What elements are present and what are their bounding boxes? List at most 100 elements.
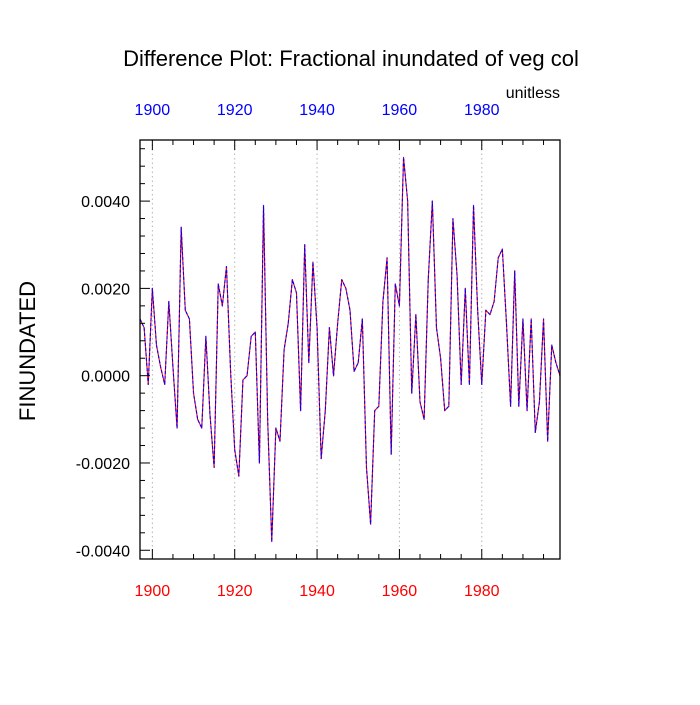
data-point bbox=[250, 335, 252, 338]
data-point bbox=[369, 523, 372, 525]
data-point bbox=[262, 204, 265, 207]
data-point bbox=[349, 309, 351, 311]
data-point bbox=[275, 427, 277, 429]
data-point bbox=[213, 466, 215, 468]
data-point bbox=[328, 327, 331, 329]
data-point bbox=[316, 327, 318, 329]
data-point bbox=[456, 274, 458, 276]
axis-tick-labels: 1900 1900 1920 1920 1940 1940 1960 1960 1980 1980… bbox=[76, 102, 500, 600]
data-point bbox=[229, 370, 232, 372]
plot-frame bbox=[139, 139, 561, 560]
data-point bbox=[489, 313, 491, 316]
x-tick-label-top: 1900 bbox=[135, 102, 171, 119]
y-tick-label: -0.0020 bbox=[76, 456, 130, 473]
data-series bbox=[139, 156, 561, 543]
y-tick-label: 0.0000 bbox=[81, 369, 130, 386]
data-point bbox=[497, 257, 499, 259]
data-point bbox=[209, 414, 211, 416]
data-point bbox=[398, 305, 401, 307]
data-point bbox=[143, 327, 145, 329]
data-point bbox=[164, 383, 166, 386]
data-point bbox=[452, 217, 454, 220]
axis-ticks bbox=[140, 140, 545, 559]
data-point bbox=[225, 265, 228, 268]
data-point bbox=[337, 322, 339, 324]
data-point bbox=[448, 405, 450, 407]
data-point bbox=[180, 226, 182, 228]
data-point bbox=[192, 392, 195, 394]
data-point bbox=[374, 410, 376, 412]
data-point bbox=[423, 418, 425, 420]
x-tick-label-bottom: 1940 bbox=[299, 583, 335, 600]
data-point bbox=[147, 383, 149, 386]
data-point bbox=[238, 475, 240, 477]
data-point bbox=[217, 283, 219, 285]
y-axis-label: FINUNDATED bbox=[15, 281, 40, 421]
data-point bbox=[155, 344, 158, 346]
data-point bbox=[295, 292, 298, 294]
data-point bbox=[159, 366, 162, 368]
data-point bbox=[357, 361, 359, 364]
data-point bbox=[197, 418, 199, 420]
x-tick-label-bottom: 1960 bbox=[382, 583, 418, 600]
data-point bbox=[312, 261, 314, 263]
data-point bbox=[188, 318, 191, 320]
data-point bbox=[419, 401, 421, 403]
units-label: unitless bbox=[506, 85, 560, 102]
data-point bbox=[468, 383, 471, 386]
data-point bbox=[299, 410, 302, 412]
data-point bbox=[493, 300, 495, 303]
data-point bbox=[431, 200, 433, 202]
data-point bbox=[472, 204, 475, 207]
data-point bbox=[176, 427, 178, 429]
data-point bbox=[168, 300, 170, 303]
data-point bbox=[332, 375, 335, 377]
data-point bbox=[271, 540, 273, 543]
data-point bbox=[481, 383, 483, 386]
data-point bbox=[378, 405, 380, 407]
data-point bbox=[415, 313, 417, 316]
data-point bbox=[547, 440, 549, 442]
x-tick-label-bottom: 1980 bbox=[464, 583, 500, 600]
data-point bbox=[444, 410, 446, 412]
data-point bbox=[291, 279, 293, 281]
data-point bbox=[205, 335, 207, 338]
data-point bbox=[464, 287, 466, 289]
data-point bbox=[361, 318, 363, 320]
data-point bbox=[184, 309, 186, 311]
data-point bbox=[365, 466, 368, 468]
data-point bbox=[324, 410, 326, 412]
y-tick-label: 0.0040 bbox=[81, 194, 130, 211]
data-point bbox=[382, 300, 384, 303]
data-point bbox=[341, 279, 343, 281]
data-point bbox=[402, 156, 405, 159]
data-point bbox=[234, 449, 236, 451]
y-tick-label: 0.0020 bbox=[81, 281, 130, 298]
data-point bbox=[246, 375, 248, 377]
data-point bbox=[267, 418, 269, 420]
data-point bbox=[485, 309, 487, 311]
x-tick-label-top: 1920 bbox=[217, 102, 253, 119]
data-point bbox=[258, 462, 261, 464]
data-point bbox=[221, 305, 223, 307]
data-point bbox=[411, 392, 413, 394]
data-point bbox=[172, 366, 174, 368]
data-point bbox=[394, 283, 396, 285]
data-point bbox=[551, 344, 553, 346]
data-point bbox=[534, 431, 536, 434]
x-tick-label-top: 1940 bbox=[299, 102, 335, 119]
data-point bbox=[514, 270, 516, 272]
data-point bbox=[542, 318, 545, 320]
chart-title: Difference Plot: Fractional inundated of… bbox=[123, 46, 579, 71]
data-point bbox=[460, 383, 462, 386]
data-point bbox=[308, 361, 310, 364]
data-point bbox=[390, 453, 392, 455]
data-point bbox=[505, 322, 508, 324]
data-point bbox=[151, 287, 153, 289]
data-point bbox=[477, 309, 479, 311]
data-point bbox=[555, 361, 557, 364]
data-point bbox=[526, 410, 528, 412]
